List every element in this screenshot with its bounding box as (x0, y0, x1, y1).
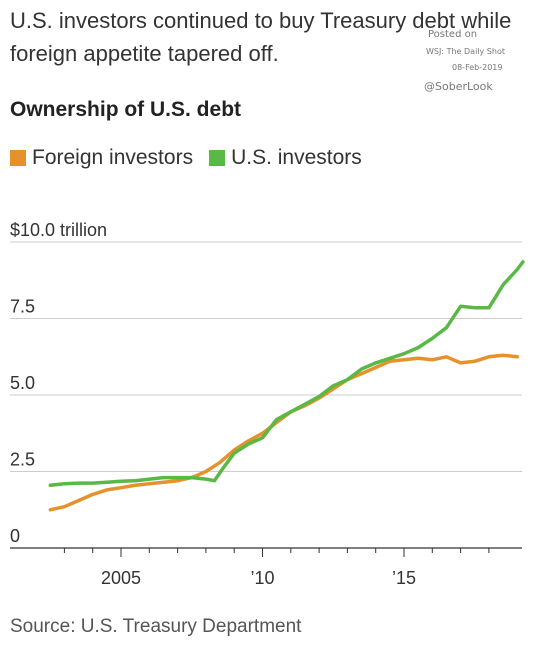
watermark-handle: @SoberLook (424, 80, 493, 93)
y-tick-label: 0 (10, 526, 20, 546)
source-note: Source: U.S. Treasury Department (10, 616, 302, 637)
x-tick-label: ’15 (392, 568, 416, 588)
grid-layer (10, 241, 522, 472)
legend: Foreign investors U.S. investors (10, 146, 378, 170)
legend-label-foreign: Foreign investors (32, 146, 194, 169)
watermark-date: 08-Feb-2019 (452, 63, 503, 72)
legend-swatch-us (209, 150, 226, 166)
y-unit-label: trillion (55, 220, 107, 240)
series-line-foreign (48, 353, 519, 512)
y-tick-label: 7.5 (10, 297, 35, 317)
y-tick-label: 2.5 (10, 450, 35, 470)
headline: U.S. investors continued to buy Treasury… (10, 8, 512, 66)
series-layer (48, 260, 525, 512)
watermark-source: WSJ: The Daily Shot (426, 47, 505, 56)
line-chart: $10.0 trillion 7.5 5.0 2.5 0 2005 ’10 ’15 (10, 220, 525, 588)
chart-title: Ownership of U.S. debt (10, 98, 242, 121)
legend-swatch-foreign (10, 150, 26, 166)
tick-labels: $10.0 trillion 7.5 5.0 2.5 0 2005 ’10 ’15 (10, 220, 416, 588)
x-tick-label: ’10 (250, 568, 274, 588)
x-axis (10, 547, 522, 557)
posted-on-label: Posted on (428, 29, 478, 40)
legend-label-us: U.S. investors (231, 146, 362, 169)
y-tick-label: $10.0 trillion (10, 220, 107, 240)
legend-item-us: U.S. investors (209, 146, 362, 170)
x-tick-label: 2005 (101, 568, 141, 588)
series-line-us (48, 260, 525, 488)
legend-item-foreign: Foreign investors (10, 146, 193, 170)
y-tick-label: 5.0 (10, 373, 35, 393)
